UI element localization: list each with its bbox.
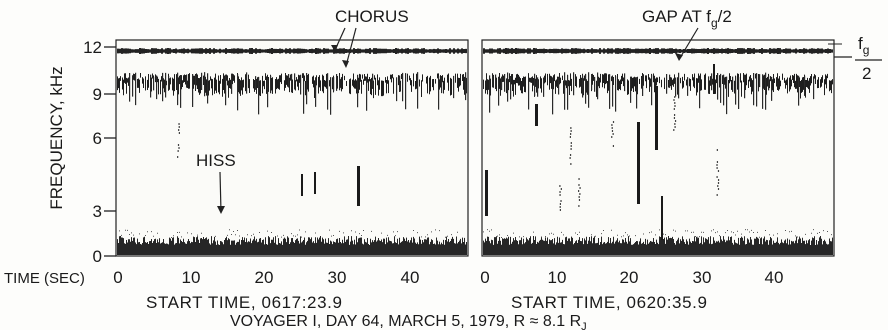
x-tick-label: 0 <box>480 268 489 287</box>
hiss-arrow <box>217 171 225 214</box>
burst-streak <box>357 166 360 206</box>
x-tick-label: 40 <box>401 268 420 287</box>
burst-streak <box>655 86 658 150</box>
gap-label: GAP AT fg/2 <box>642 7 732 30</box>
arrowhead <box>675 53 683 61</box>
fg-numerator: fg <box>858 34 869 57</box>
faint-streak <box>673 96 677 131</box>
chorus-risers <box>489 72 815 115</box>
y-tick-label: 9 <box>93 85 102 104</box>
faint-streak <box>578 178 581 207</box>
x-tick-label: 10 <box>548 268 567 287</box>
fg-denominator: 2 <box>862 64 871 83</box>
arrowhead <box>217 206 225 214</box>
spectrogram-panel-right <box>481 39 835 257</box>
burst-streak <box>314 172 316 194</box>
burst-streak <box>661 196 663 240</box>
y-tick-marks <box>104 46 116 257</box>
gap-arrow <box>675 27 699 61</box>
fg-half-marker: fg 2 <box>828 34 882 83</box>
x-tick-label: 20 <box>620 268 639 287</box>
spectrogram-content <box>483 48 833 255</box>
x-tick-label: 0 <box>113 268 122 287</box>
x-tick-label: 30 <box>693 268 712 287</box>
faint-streak <box>559 185 562 211</box>
burst-streak <box>637 122 640 204</box>
panel-frame <box>115 39 469 257</box>
x-tick-label: 30 <box>328 268 347 287</box>
x-tick-label: 20 <box>255 268 274 287</box>
burst-streak <box>713 64 715 94</box>
faint-streak <box>716 149 720 196</box>
burst-streak <box>301 174 303 196</box>
hiss-speckle <box>483 229 832 238</box>
chorus-risers <box>129 72 467 115</box>
y-tick-labels: 0 3 6 9 12 <box>83 38 102 266</box>
y-tick-label: 0 <box>93 247 102 266</box>
upper-band <box>117 48 467 54</box>
spectrogram-panel-left <box>115 39 469 257</box>
x-tick-label: 10 <box>182 268 201 287</box>
y-axis-label: FREQUENCY, kHz <box>47 66 66 209</box>
burst-streak <box>485 170 488 216</box>
hiss-band <box>117 236 467 255</box>
faint-streak <box>177 123 180 158</box>
x-ticks-right: 0 10 20 30 40 <box>480 268 783 287</box>
chorus-arrows <box>331 27 357 68</box>
arrowhead <box>331 45 338 52</box>
start-time-left: START TIME, 0617:23.9 <box>146 293 343 312</box>
upper-band <box>483 48 833 54</box>
x-ticks-left: 0 10 20 30 40 <box>113 268 419 287</box>
hiss-band <box>483 236 833 255</box>
faint-streak <box>569 127 572 165</box>
faint-streak <box>611 121 615 147</box>
y-tick-label: 3 <box>93 202 102 221</box>
gap-arrow-line <box>679 27 699 59</box>
chorus-band <box>483 73 833 99</box>
spectrogram-content <box>117 48 467 255</box>
burst-streak <box>535 104 538 126</box>
hiss-label: HISS <box>196 151 236 170</box>
x-tick-label: 40 <box>765 268 784 287</box>
hiss-arrow-line <box>219 171 222 213</box>
y-tick-label: 6 <box>93 129 102 148</box>
start-time-right: START TIME, 0620:35.9 <box>511 293 708 312</box>
chorus-arrow <box>345 27 357 67</box>
chorus-label: CHORUS <box>335 7 409 26</box>
y-tick-label: 12 <box>83 38 102 57</box>
time-axis-label: TIME (SEC) <box>4 270 85 287</box>
arrowhead <box>342 60 349 68</box>
figure-caption: VOYAGER I, DAY 64, MARCH 5, 1979, R ≈ 8.… <box>230 313 587 330</box>
